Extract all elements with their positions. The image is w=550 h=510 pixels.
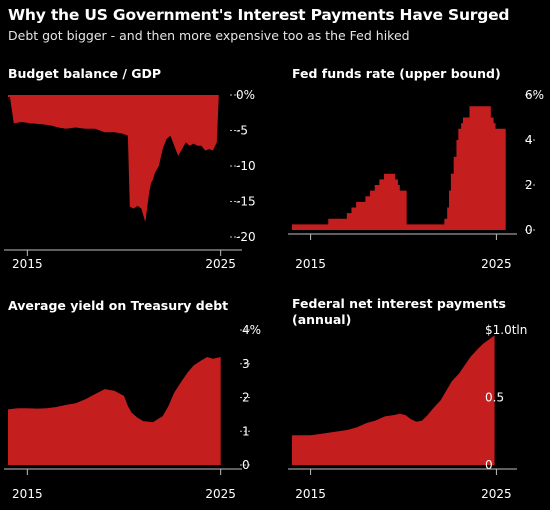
chart-budget-balance: Budget balance / GDP 0% -5 -10 -15 -20 2015 20… [0,60,275,280]
chart-title: Average yield on Treasury debt [8,298,229,313]
chart-net-interest-svg: $1.0tln 0.5 0 2015 2025 [288,323,527,501]
y-tick-label: 4 [525,133,533,147]
y-tick-label: 3 [242,357,250,371]
chart-title: Fed funds rate (upper bound) [292,66,501,81]
chart-title: Budget balance / GDP [8,66,162,81]
y-tick-label: 0 [525,223,533,237]
y-tick-label: 2 [525,178,533,192]
chart-budget-balance-svg: 0% -5 -10 -15 -20 2015 2025 [4,88,256,271]
y-tick-label: -5 [236,124,248,138]
x-tick-label: 2015 [295,257,326,271]
y-tick-label: 1 [242,424,250,438]
page-title: Why the US Government's Interest Payment… [8,6,510,24]
chart-treasury-yield: Average yield on Treasury debt 4% 3 2 1 0 201… [0,290,275,510]
y-tick-label: 0 [485,458,493,472]
y-tick-label: 0% [236,88,255,102]
area-series [292,335,495,465]
y-tick-label: 0.5 [485,391,504,405]
y-tick-label: 6% [525,88,544,102]
y-tick-label: -20 [236,230,256,244]
area-series [292,106,506,230]
area-series [8,357,221,465]
y-tick-label: $1.0tln [485,323,527,337]
y-tick-label: -15 [236,195,256,209]
chart-fed-funds-rate: Fed funds rate (upper bound) 6% 4 2 0 2015 20… [275,60,550,280]
y-tick-label: 2 [242,391,250,405]
chart-title: Federal net interest payments (annual) [292,296,506,327]
x-tick-label: 2015 [12,257,43,271]
y-tick-label: -10 [236,159,256,173]
x-tick-label: 2025 [481,257,512,271]
x-tick-label: 2025 [481,487,512,501]
x-tick-label: 2015 [295,487,326,501]
area-series [8,95,219,223]
chart-treasury-yield-svg: 4% 3 2 1 0 2015 2025 [4,323,261,501]
chart-fed-funds-rate-svg: 6% 4 2 0 2015 2025 [288,88,544,271]
y-tick-label: 4% [242,323,261,337]
x-tick-label: 2015 [12,487,43,501]
page-subtitle: Debt got bigger - and then more expensiv… [8,28,410,43]
x-tick-label: 2025 [205,257,236,271]
y-tick-label: 0 [242,458,250,472]
x-tick-label: 2025 [205,487,236,501]
chart-net-interest: Federal net interest payments (annual) $… [275,290,550,510]
